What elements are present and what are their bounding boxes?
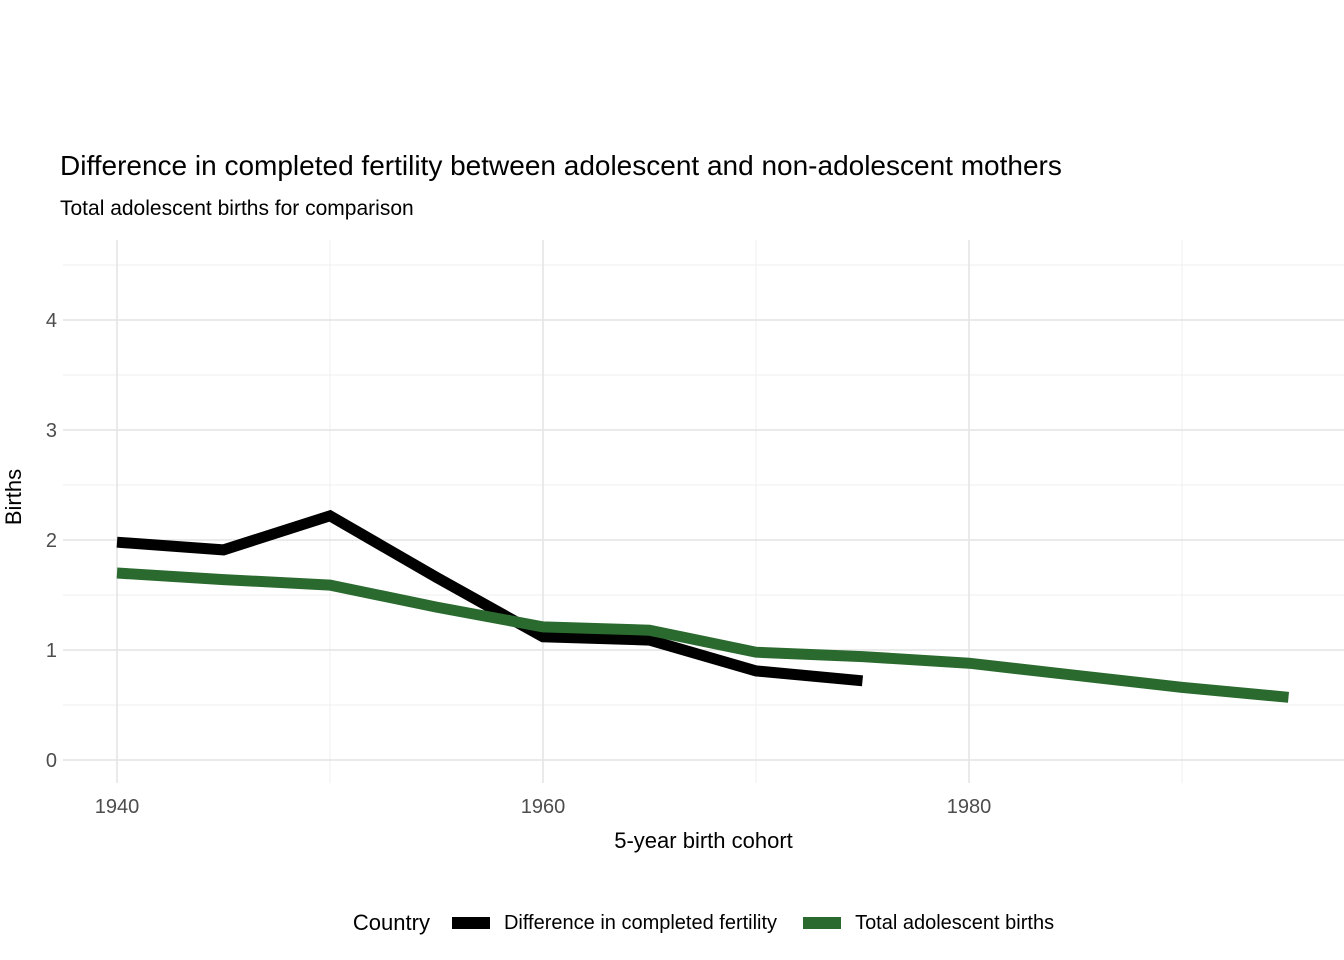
legend-key-difference-swatch — [451, 917, 490, 929]
y-tick-label: 2 — [46, 530, 57, 552]
chart-subtitle: Total adolescent births for comparison — [60, 197, 414, 220]
legend: Country Difference in completed fertilit… — [63, 903, 1344, 943]
y-tick-label: 4 — [46, 310, 57, 332]
y-tick-label: 1 — [46, 640, 57, 662]
y-axis-title: Births — [1, 468, 26, 526]
x-tick-label: 1980 — [947, 796, 992, 818]
x-axis-title: 5-year birth cohort — [614, 828, 793, 853]
legend-item-total: Total adolescent births — [803, 912, 1054, 935]
y-tick-label: 0 — [46, 750, 57, 772]
y-tick-label: 3 — [46, 420, 57, 442]
x-tick-label: 1960 — [521, 796, 566, 818]
chart-title: Difference in completed fertility betwee… — [60, 150, 1062, 181]
x-tick-label: 1940 — [95, 796, 140, 818]
legend-title: Country — [352, 910, 430, 935]
legend-item-difference: Difference in completed fertility — [451, 911, 778, 935]
series-line-difference — [116, 509, 864, 687]
series-line-total — [116, 567, 1290, 703]
legend-key-total-swatch — [803, 917, 842, 929]
legend-label-difference: Difference in completed fertility — [503, 911, 778, 934]
legend-label-total: Total adolescent births — [855, 911, 1055, 934]
